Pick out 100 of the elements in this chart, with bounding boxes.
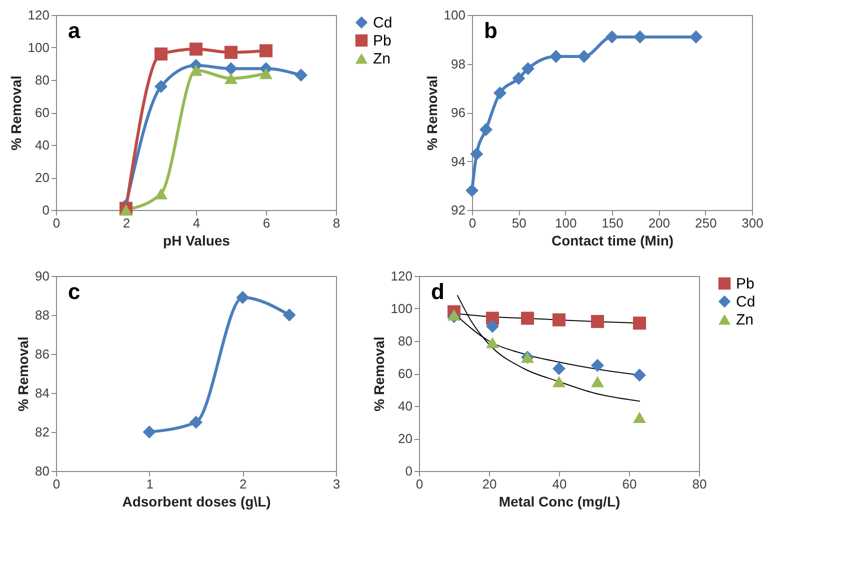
x-tick-label: 3 (332, 476, 340, 492)
line-series (457, 295, 640, 402)
y-tick-label: 120 (28, 8, 50, 22)
point (689, 30, 703, 44)
y-tick-label: 20 (35, 170, 50, 185)
point (486, 336, 500, 348)
y-tick-label: 0 (405, 464, 412, 478)
x-tick-label: 200 (648, 216, 670, 230)
y-tick-label: 88 (35, 308, 50, 322)
x-axis-title: Metal Conc (mg/L) (498, 494, 620, 510)
point (590, 376, 604, 388)
x-tick-label: 1 (146, 476, 154, 492)
annotation: b (484, 18, 498, 43)
point (552, 362, 566, 376)
y-axis-title: % Removal (15, 336, 32, 412)
x-tick-label: 0 (468, 216, 476, 230)
point (577, 50, 591, 63)
legend-label: Zn (373, 50, 391, 68)
x-axis-title: Contact time (Min) (551, 232, 674, 248)
x-tick-label: 40 (552, 476, 567, 492)
y-tick-label: 100 (444, 8, 466, 22)
x-tick-label: 250 (694, 216, 717, 230)
legend-label: Pb (373, 32, 392, 50)
y-tick-label: 60 (35, 105, 50, 120)
x-tick-label: 300 (742, 216, 764, 230)
point (632, 368, 646, 382)
y-tick-label: 92 (451, 202, 466, 218)
point (142, 425, 156, 439)
point (224, 46, 238, 59)
x-tick-label: 100 (554, 216, 577, 230)
point (154, 47, 168, 61)
point (259, 44, 273, 58)
x-axis-title: pH Values (163, 232, 230, 248)
point (479, 123, 493, 136)
y-tick-label: 96 (451, 105, 466, 120)
y-tick-label: 86 (35, 346, 50, 362)
x-axis-title: Adsorbent doses (g\L) (122, 494, 271, 510)
y-tick-label: 80 (35, 72, 50, 88)
y-tick-label: 82 (35, 424, 50, 440)
point (154, 80, 168, 94)
legend-label: Cd (373, 14, 392, 32)
y-tick-label: 40 (35, 138, 50, 152)
x-tick-label: 150 (602, 216, 624, 230)
y-tick-label: 80 (35, 464, 50, 478)
y-axis-title: % Removal (8, 76, 24, 150)
y-tick-label: 100 (28, 40, 50, 55)
x-tick-label: 2 (122, 216, 130, 230)
point (189, 64, 203, 76)
y-tick-label: 80 (398, 334, 412, 348)
legend-label: Zn (736, 312, 754, 328)
point (224, 62, 238, 76)
annotation: a (68, 18, 81, 43)
x-tick-label: 0 (416, 476, 424, 492)
point (154, 188, 168, 200)
point (236, 290, 250, 304)
x-tick-label: 6 (262, 216, 270, 230)
x-tick-label: 50 (512, 216, 526, 230)
y-axis-title: % Removal (424, 76, 440, 150)
point (224, 72, 238, 84)
point (447, 309, 461, 321)
y-tick-label: 84 (35, 386, 50, 400)
point (282, 308, 296, 322)
x-tick-label: 60 (622, 476, 637, 492)
annotation: c (68, 279, 80, 304)
legend-label: Pb (736, 276, 754, 292)
point (189, 416, 203, 429)
y-tick-label: 60 (398, 366, 412, 381)
y-tick-label: 90 (35, 268, 50, 284)
point (259, 68, 273, 80)
x-tick-label: 4 (192, 216, 200, 230)
legend-label: Cd (736, 294, 756, 310)
y-tick-label: 94 (451, 154, 466, 169)
y-axis-title: % Removal (370, 336, 387, 412)
point (465, 184, 479, 198)
point (605, 30, 619, 44)
point (119, 204, 133, 216)
x-tick-label: 0 (52, 476, 60, 492)
y-tick-label: 20 (398, 431, 412, 446)
point (590, 358, 604, 372)
x-tick-label: 2 (240, 476, 247, 492)
point (493, 86, 507, 100)
point (486, 320, 500, 333)
point (590, 314, 604, 328)
y-tick-label: 98 (451, 56, 466, 72)
point (470, 147, 484, 160)
x-tick-label: 0 (52, 216, 60, 230)
point (632, 412, 646, 424)
y-tick-label: 0 (42, 202, 50, 218)
point (552, 376, 566, 388)
point (294, 68, 308, 82)
point (520, 312, 534, 325)
point (512, 72, 526, 85)
y-tick-label: 40 (398, 398, 412, 414)
y-tick-label: 120 (390, 268, 412, 284)
x-tick-label: 20 (482, 476, 497, 492)
point (552, 313, 566, 326)
point (633, 30, 647, 44)
x-tick-label: 80 (692, 476, 707, 492)
point (549, 50, 563, 63)
point (521, 62, 535, 76)
